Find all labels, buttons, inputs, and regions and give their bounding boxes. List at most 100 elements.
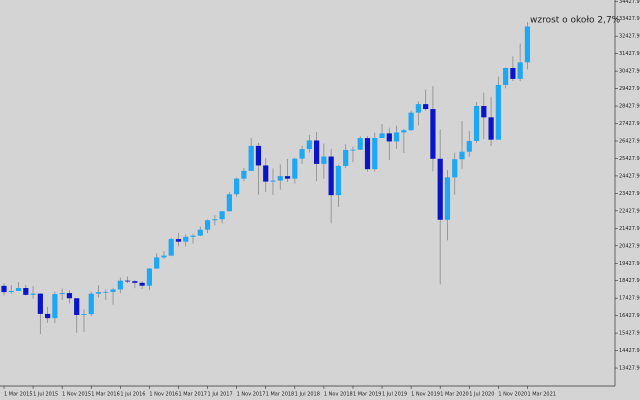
candle-body	[132, 281, 138, 283]
candle-body	[124, 280, 131, 282]
candle-body	[204, 220, 211, 230]
x-tick-label: 1 Mar 2020	[440, 392, 469, 398]
y-tick-label: 13427.90	[619, 366, 640, 372]
x-tick-label: 1 Mar 2015	[4, 392, 33, 398]
candle-body	[197, 229, 203, 236]
y-tick-label: 27427.90	[619, 121, 640, 127]
x-tick-label: 1 Mar 2017	[178, 392, 207, 398]
candle-body	[234, 178, 240, 195]
candle-body	[81, 314, 87, 315]
candle-body	[226, 194, 232, 212]
candle-body	[88, 293, 94, 315]
x-tick-label: 1 Mar 2016	[91, 392, 120, 398]
candle-body	[524, 26, 531, 63]
y-tick-label: 18427.90	[619, 278, 640, 284]
candle-body	[452, 159, 458, 178]
x-tick-label: 1 Jul 2019	[382, 392, 407, 398]
candle-body	[364, 138, 371, 170]
candle-body	[459, 151, 465, 160]
candle-body	[321, 156, 327, 164]
candle-body	[343, 149, 349, 166]
candle-body	[52, 294, 58, 319]
y-tick-label: 17427.90	[619, 296, 640, 302]
candle-body	[401, 130, 407, 133]
candle-body	[299, 149, 305, 159]
y-tick-label: 15427.90	[619, 331, 640, 337]
candle-body	[59, 293, 65, 295]
x-tick-label: 1 Nov 2015	[62, 392, 91, 398]
candle-body	[495, 84, 501, 140]
candle-body	[219, 211, 225, 220]
x-tick-label: 1 Nov 2018	[324, 392, 353, 398]
candle-body	[175, 239, 182, 242]
candle-body	[183, 236, 189, 242]
y-tick-label: 34427.90	[619, 0, 640, 5]
y-tick-label: 20427.90	[619, 243, 640, 249]
candle-body	[30, 293, 36, 295]
candle-body	[415, 104, 421, 113]
candle-body	[277, 176, 283, 181]
x-tick-label: 1 Jul 2017	[208, 392, 233, 398]
y-tick-label: 14427.90	[619, 348, 640, 354]
y-tick-label: 25427.90	[619, 156, 640, 162]
x-tick-label: 1 Jul 2020	[469, 392, 494, 398]
candle-body	[66, 293, 73, 299]
candle-body	[103, 291, 109, 293]
candle-body	[45, 313, 51, 319]
candle-body	[154, 257, 160, 269]
x-tick-label: 1 Nov 2016	[149, 392, 178, 398]
candle-body	[517, 62, 523, 79]
candle-body	[314, 140, 320, 164]
candle-body	[8, 290, 14, 293]
x-tick-label: 1 Mar 2018	[266, 392, 295, 398]
candle-body	[1, 285, 7, 293]
candle-body	[379, 133, 385, 138]
candle-body	[168, 239, 174, 256]
candle-body	[255, 145, 262, 166]
x-tick-label: 1 Mar 2021	[527, 392, 556, 398]
candle-body	[241, 170, 247, 179]
candle-body	[372, 137, 378, 170]
y-tick-label: 16427.90	[619, 313, 640, 319]
candle-body	[430, 109, 436, 159]
y-tick-label: 31427.90	[619, 51, 640, 57]
candle-body	[37, 293, 43, 314]
candle-body	[350, 149, 356, 151]
y-tick-label: 28427.90	[619, 104, 640, 110]
y-tick-label: 26427.90	[619, 138, 640, 144]
candle-body	[393, 132, 400, 142]
candle-body	[437, 158, 443, 220]
candle-body	[386, 133, 392, 142]
x-tick-label: 1 Jul 2015	[33, 392, 58, 398]
candle-body	[488, 117, 494, 140]
y-tick-label: 30427.90	[619, 69, 640, 75]
candle-body	[292, 158, 298, 179]
x-tick-label: 1 Nov 2020	[498, 392, 527, 398]
candle-body	[466, 140, 472, 152]
y-tick-label: 21427.90	[619, 226, 640, 232]
candle-body	[74, 298, 80, 315]
candle-body	[444, 177, 451, 220]
candle-body	[503, 68, 509, 85]
candle-body	[95, 292, 102, 294]
y-tick-label: 19427.90	[619, 261, 640, 267]
candle-body	[110, 289, 116, 292]
candle-body	[357, 138, 363, 150]
candle-body	[270, 180, 276, 182]
candle-body	[146, 268, 152, 286]
candle-body	[510, 68, 516, 79]
candle-body	[190, 235, 196, 237]
candle-body	[161, 255, 167, 258]
y-tick-label: 33427.90	[619, 16, 640, 22]
candle-body	[481, 106, 487, 118]
candle-body	[335, 165, 342, 196]
candle-body	[306, 140, 312, 150]
candle-body	[212, 219, 218, 221]
candle-body	[423, 104, 429, 110]
candle-body	[328, 156, 334, 196]
annotation: wzrost o około 2,7%	[530, 16, 621, 26]
candle-body	[139, 282, 145, 286]
x-tick-label: 1 Jul 2016	[120, 392, 145, 398]
